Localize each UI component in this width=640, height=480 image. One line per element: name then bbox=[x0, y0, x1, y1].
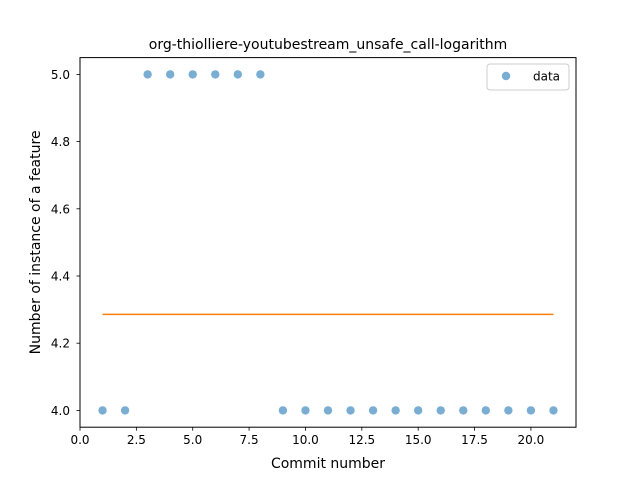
legend-label-data: data bbox=[533, 70, 560, 84]
y-tick-label: 4.6 bbox=[51, 202, 70, 216]
data-point bbox=[256, 70, 265, 79]
data-point bbox=[459, 406, 468, 415]
data-point bbox=[368, 406, 378, 415]
x-tick-label: 7.5 bbox=[240, 433, 259, 447]
data-point bbox=[143, 70, 152, 79]
data-point bbox=[504, 406, 513, 415]
data-point bbox=[120, 406, 130, 415]
data-point bbox=[165, 70, 175, 79]
plot-area bbox=[98, 70, 558, 415]
x-tick-label: 15.0 bbox=[405, 433, 432, 447]
chart-title: org-thiolliere-youtubestream_unsafe_call… bbox=[149, 37, 507, 53]
data-point bbox=[301, 406, 310, 415]
x-tick-label: 17.5 bbox=[461, 433, 488, 447]
y-tick-label: 5.0 bbox=[51, 68, 70, 82]
x-axis-label: Commit number bbox=[271, 456, 385, 472]
legend-marker-data bbox=[501, 71, 511, 81]
y-axis: 4.0 4.2 4.4 4.6 4.8 5.0 bbox=[51, 68, 80, 418]
data-point bbox=[413, 406, 423, 415]
legend: data bbox=[486, 63, 570, 91]
data-point bbox=[211, 70, 220, 79]
data-point bbox=[549, 406, 558, 415]
x-tick-label: 20.0 bbox=[518, 433, 545, 447]
data-point bbox=[278, 406, 288, 415]
x-tick-label: 10.0 bbox=[292, 433, 319, 447]
y-axis-label: Number of instance of a feature bbox=[28, 130, 44, 354]
data-point bbox=[391, 406, 400, 415]
data-point bbox=[526, 406, 536, 415]
y-tick-label: 4.4 bbox=[51, 270, 70, 284]
y-tick-label: 4.2 bbox=[51, 337, 70, 351]
x-tick-label: 5.0 bbox=[183, 433, 202, 447]
data-point bbox=[346, 406, 355, 415]
legend-frame bbox=[486, 63, 570, 91]
x-axis: 0.0 2.5 5.0 7.5 10.0 12.5 15.0 17.5 20.0 bbox=[70, 427, 544, 447]
data-point bbox=[436, 406, 445, 415]
y-tick-label: 4.0 bbox=[51, 404, 70, 418]
data-point bbox=[188, 70, 197, 79]
data-point bbox=[323, 406, 333, 415]
x-tick-label: 12.5 bbox=[348, 433, 375, 447]
axes-frame bbox=[79, 57, 577, 428]
data-point bbox=[98, 406, 107, 415]
x-tick-label: 2.5 bbox=[127, 433, 146, 447]
data-point bbox=[233, 70, 243, 79]
x-tick-label: 0.0 bbox=[70, 433, 89, 447]
data-point bbox=[481, 406, 491, 415]
y-tick-label: 4.8 bbox=[51, 135, 70, 149]
